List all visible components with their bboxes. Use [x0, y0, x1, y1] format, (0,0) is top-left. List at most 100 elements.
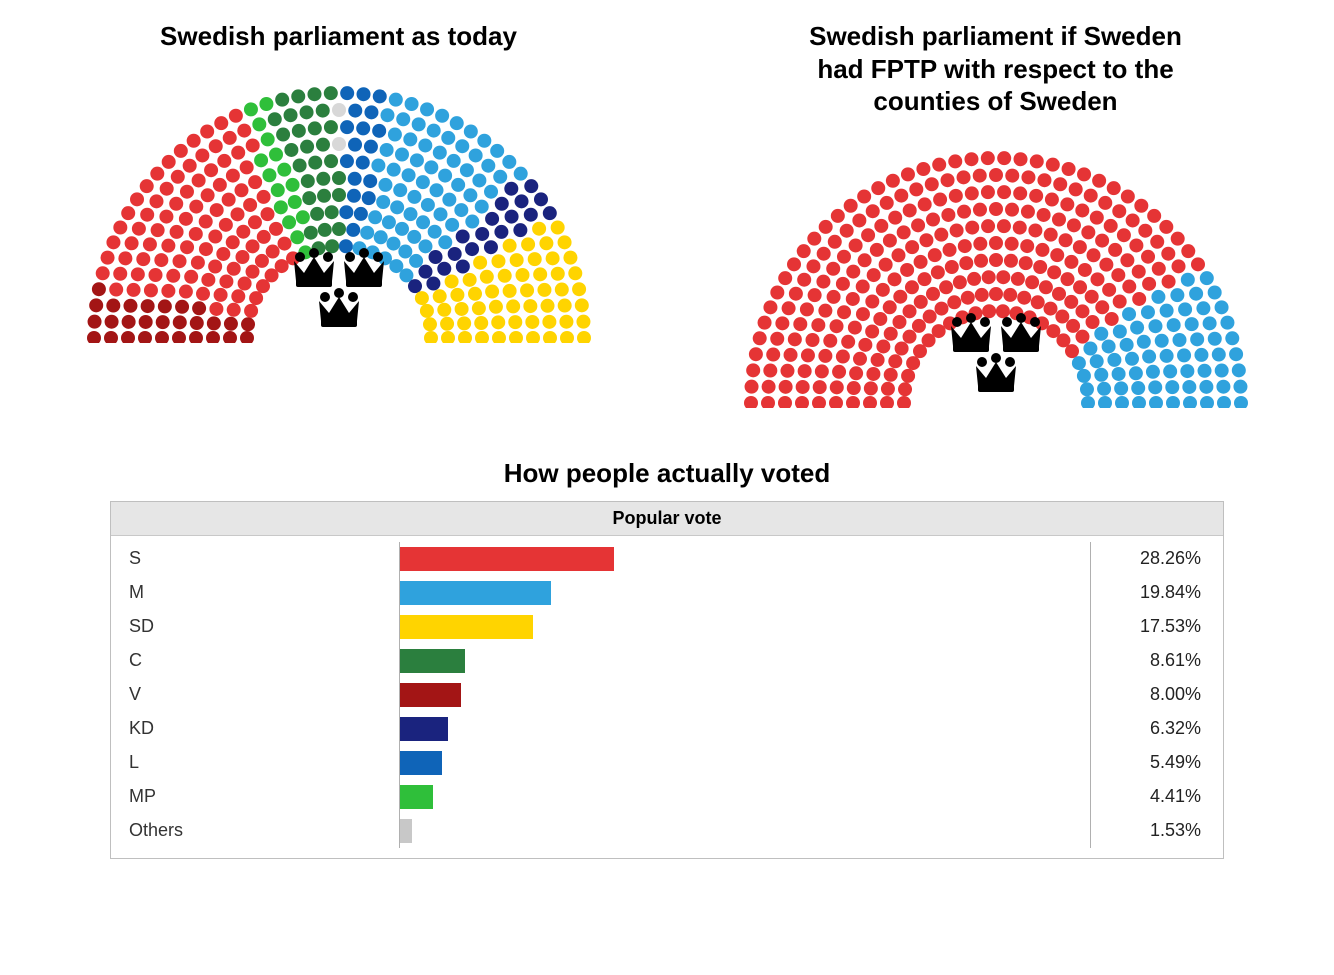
- seat-dot: [508, 315, 522, 329]
- seat-dot: [1190, 332, 1204, 346]
- seat-dot: [409, 253, 423, 267]
- seat-dot: [190, 255, 204, 269]
- seat-dot: [356, 121, 370, 135]
- seat-dot: [332, 103, 346, 117]
- seat-dot: [1178, 302, 1192, 316]
- seat-dot: [150, 223, 164, 237]
- seat-dot: [292, 158, 306, 172]
- seat-dot: [290, 230, 304, 244]
- seat-dot: [540, 298, 554, 312]
- seat-dot: [865, 204, 879, 218]
- seat-dot: [796, 244, 810, 258]
- seat-dot: [106, 298, 120, 312]
- seat-dot: [87, 331, 101, 343]
- seat-dot: [934, 301, 948, 315]
- seat-dot: [905, 240, 919, 254]
- seat-dot: [917, 272, 931, 286]
- seat-dot: [1166, 318, 1180, 332]
- seat-dot: [169, 224, 183, 238]
- seat-dot: [234, 183, 248, 197]
- seat-dot: [231, 145, 245, 159]
- seat-dot: [996, 219, 1010, 233]
- seat-dot: [473, 255, 487, 269]
- seat-dot: [1061, 162, 1075, 176]
- vote-row: MP4.41%: [123, 780, 1207, 814]
- seat-dot: [159, 209, 173, 223]
- vote-row: SD17.53%: [123, 610, 1207, 644]
- seat-dot: [1035, 242, 1049, 256]
- seat-dot: [1036, 207, 1050, 221]
- seat-dot: [241, 317, 255, 331]
- seat-dot: [1071, 356, 1085, 370]
- seat-dot: [902, 329, 916, 343]
- seat-dot: [109, 282, 123, 296]
- seat-dot: [812, 380, 826, 394]
- seat-dot: [964, 152, 978, 166]
- seat-dot: [893, 289, 907, 303]
- vote-row: S28.26%: [123, 542, 1207, 576]
- seat-dot: [172, 254, 186, 268]
- seat-dot: [778, 379, 792, 393]
- seat-dot: [880, 396, 894, 408]
- seat-dot: [237, 276, 251, 290]
- vote-label: KD: [123, 718, 399, 739]
- seat-dot: [775, 316, 789, 330]
- seat-dot: [761, 379, 775, 393]
- seat-dot: [1216, 379, 1230, 393]
- seat-dot: [372, 89, 386, 103]
- seat-dot: [989, 236, 1003, 250]
- seat-dot: [955, 310, 969, 324]
- seat-dot: [1017, 290, 1031, 304]
- seat-dot: [254, 253, 268, 267]
- seat-dot: [451, 177, 465, 191]
- seat-dot: [1177, 348, 1191, 362]
- seat-dot: [282, 215, 296, 229]
- seat-dot: [502, 238, 516, 252]
- seat-dot: [269, 147, 283, 161]
- seat-dot: [852, 213, 866, 227]
- seat-dot: [1060, 197, 1074, 211]
- seat-dot: [835, 276, 849, 290]
- seat-dot: [130, 192, 144, 206]
- seat-dot: [435, 108, 449, 122]
- seat-dot: [1199, 271, 1213, 285]
- seat-dot: [533, 192, 547, 206]
- seat-dot: [885, 173, 899, 187]
- seat-dot: [1180, 364, 1194, 378]
- seat-dot: [1149, 396, 1163, 408]
- seat-dot: [807, 231, 821, 245]
- seat-dot: [1181, 244, 1195, 258]
- seat-dot: [284, 142, 298, 156]
- seat-dot: [911, 318, 925, 332]
- seat-dot: [240, 331, 254, 343]
- seat-dot: [1094, 367, 1108, 381]
- seat-dot: [346, 222, 360, 236]
- seat-dot: [1012, 220, 1026, 234]
- seat-dot: [307, 121, 321, 135]
- seat-dot: [368, 210, 382, 224]
- seat-dot: [967, 271, 981, 285]
- seat-dot: [300, 174, 314, 188]
- seat-dot: [830, 208, 844, 222]
- seat-dot: [894, 341, 908, 355]
- seat-dot: [847, 320, 861, 334]
- seat-dot: [744, 379, 758, 393]
- seat-dot: [138, 314, 152, 328]
- seat-dot: [124, 236, 138, 250]
- seat-dot: [1170, 288, 1184, 302]
- seat-dot: [173, 143, 187, 157]
- seat-dot: [560, 331, 574, 343]
- seat-dot: [408, 279, 422, 293]
- seat-dot: [236, 224, 250, 238]
- seat-dot: [225, 168, 239, 182]
- vote-header: Popular vote: [111, 502, 1223, 536]
- seat-dot: [980, 185, 994, 199]
- seat-dot: [463, 124, 477, 138]
- seat-dot: [121, 331, 135, 343]
- seat-dot: [800, 348, 814, 362]
- title-left: Swedish parliament as today: [160, 20, 517, 53]
- seat-dot: [442, 192, 456, 206]
- seat-dot: [149, 194, 163, 208]
- seat-dot: [1076, 368, 1090, 382]
- seat-dot: [1075, 203, 1089, 217]
